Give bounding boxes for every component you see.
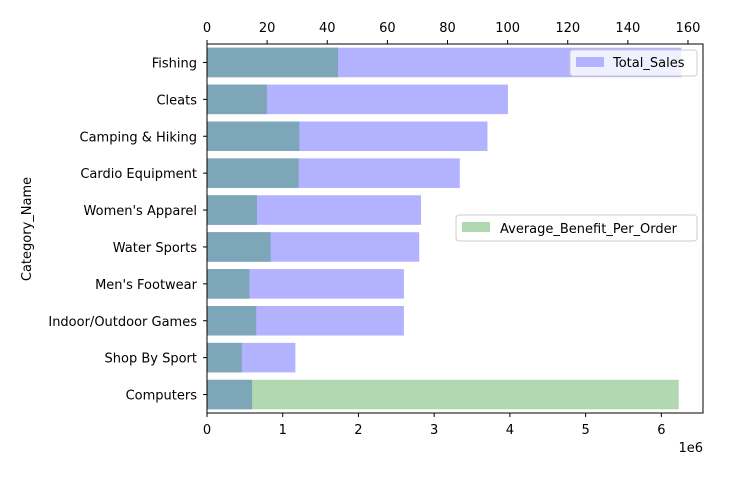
bottom-tick-label: 4	[506, 423, 514, 438]
bottom-tick-label: 1	[279, 423, 287, 438]
bottom-tick-label: 2	[354, 423, 362, 438]
bar-average-benefit	[207, 379, 679, 410]
legend-box	[569, 49, 698, 77]
top-tick-label: 140	[615, 21, 640, 36]
bottom-tick-label: 6	[657, 423, 665, 438]
overlap-bars	[207, 47, 339, 410]
top-tick-label: 60	[379, 21, 396, 36]
legend-box	[455, 214, 698, 242]
legend-total-sales: Total_Sales	[569, 49, 698, 77]
bar-overlap	[207, 342, 242, 373]
category-label: Women's Apparel	[84, 204, 197, 219]
category-axis: Fishing Cleats Camping & Hiking Cardio Equi…	[48, 56, 207, 404]
category-label: Men's Footwear	[95, 278, 198, 293]
legend-swatch	[576, 57, 604, 67]
bar-overlap	[207, 195, 257, 225]
bar-overlap	[207, 47, 339, 78]
bar-overlap	[207, 84, 267, 115]
bar-overlap	[207, 379, 253, 410]
category-label: Fishing	[152, 56, 197, 71]
plot-frame	[206, 43, 704, 414]
bar-overlap	[207, 232, 271, 262]
bar-overlap	[207, 305, 257, 336]
y-axis-label: Category_Name	[20, 177, 35, 281]
top-tick-label: 0	[203, 21, 211, 36]
category-label: Water Sports	[113, 241, 197, 256]
bottom-tick-label: 0	[203, 423, 211, 438]
bottom-tick-label: 3	[430, 423, 438, 438]
bar-overlap	[207, 269, 250, 299]
category-label: Cleats	[156, 93, 197, 108]
bottom-axis: 0 1 2 3 4 5 6	[203, 413, 665, 438]
legend-swatch	[462, 222, 490, 232]
bar-overlap	[207, 121, 300, 152]
legend-average-benefit: Average_Benefit_Per_Order	[455, 214, 698, 242]
bottom-tick-label: 5	[581, 423, 589, 438]
top-axis: 0 20 40 60 80 100 120 140 160	[203, 21, 701, 44]
legend-label: Total_Sales	[612, 56, 685, 71]
category-label: Cardio Equipment	[80, 167, 197, 182]
category-label: Camping & Hiking	[80, 130, 197, 145]
top-tick-label: 160	[676, 21, 701, 36]
category-label: Indoor/Outdoor Games	[48, 315, 197, 330]
category-label: Computers	[126, 389, 198, 404]
top-tick-label: 80	[439, 21, 456, 36]
bar-overlap	[207, 158, 299, 188]
legend-label: Average_Benefit_Per_Order	[500, 222, 678, 237]
axis-offset-label: 1e6	[678, 441, 703, 456]
top-tick-label: 120	[555, 21, 580, 36]
top-tick-label: 100	[495, 21, 520, 36]
top-tick-label: 20	[259, 21, 276, 36]
top-tick-label: 40	[319, 21, 336, 36]
category-label: Shop By Sport	[105, 352, 197, 367]
